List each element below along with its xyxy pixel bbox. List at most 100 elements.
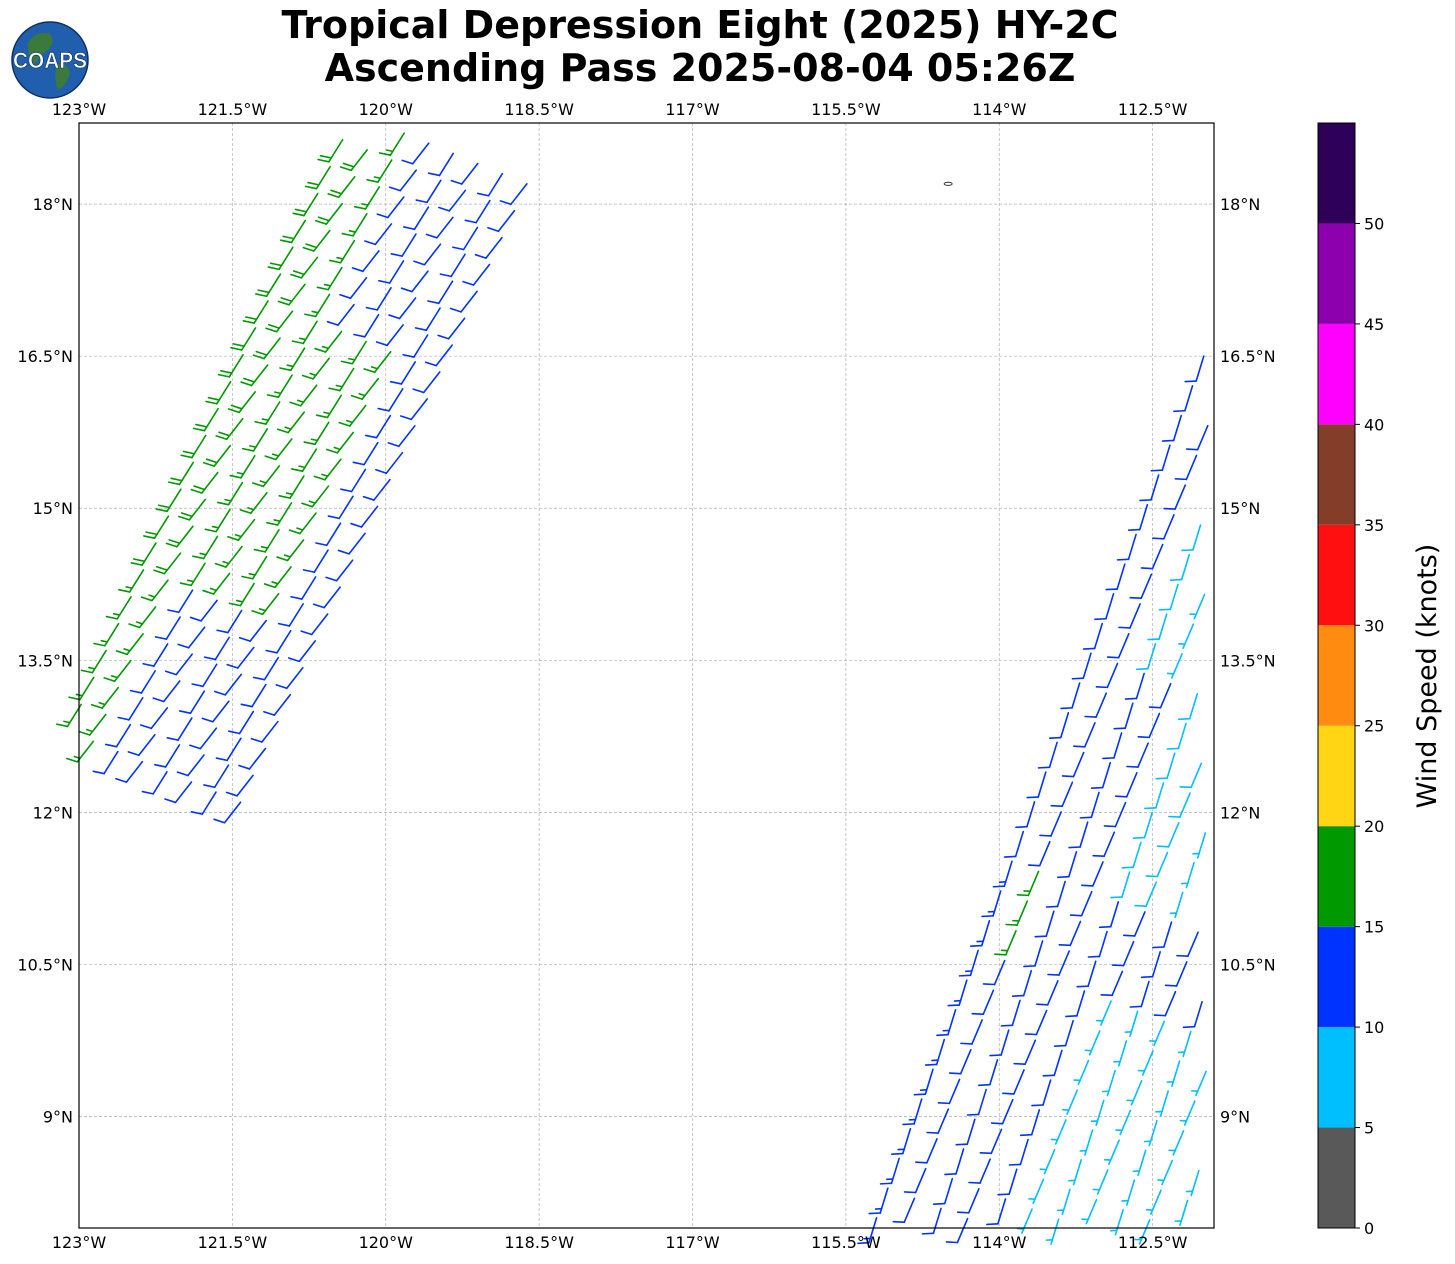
wind-barb	[1057, 851, 1078, 879]
colorbar-bin	[1318, 424, 1355, 525]
lon-label-bottom: 123°W	[52, 1233, 107, 1252]
wind-barb	[155, 488, 182, 513]
wind-barb	[1143, 1119, 1158, 1147]
wind-barb	[1039, 811, 1062, 837]
wind-barb	[340, 340, 367, 365]
wind-barb	[1103, 1139, 1120, 1165]
wind-barb	[1101, 1069, 1116, 1097]
wind-barb	[1053, 1019, 1074, 1047]
wind-barb	[1126, 1080, 1143, 1106]
lon-label-bottom: 115.5°W	[811, 1233, 881, 1252]
wind-barb	[1071, 652, 1092, 680]
longitude-labels: 123°W 123°W 121.5°W 121.5°W 120°W 120°W 118.5°…	[52, 100, 1188, 1252]
wind-barb	[117, 696, 144, 721]
wind-barb	[487, 209, 516, 233]
wind-barb	[1050, 781, 1074, 808]
wind-barb	[326, 431, 355, 454]
colorbar-tick-label: 45	[1364, 315, 1384, 334]
wind-barb	[1092, 831, 1116, 858]
wind-barb	[267, 246, 294, 271]
wind-barb	[403, 206, 430, 231]
wind-barb	[1094, 593, 1115, 621]
wind-barb	[992, 860, 1013, 888]
wind-barb	[277, 603, 304, 627]
wind-barb	[1163, 484, 1187, 510]
wind-barb	[341, 212, 368, 237]
wind-barb	[438, 189, 467, 212]
wind-barb	[1045, 880, 1066, 908]
wind-barb	[327, 175, 356, 199]
wind-barb	[362, 478, 391, 501]
wind-barb	[462, 263, 491, 286]
wind-barb	[388, 297, 417, 320]
wind-barb	[948, 1048, 972, 1075]
wind-barb	[241, 428, 269, 452]
wind-barb	[1166, 1060, 1181, 1087]
wind-barb	[141, 771, 168, 795]
wind-barb	[1060, 682, 1081, 710]
wind-barb	[327, 495, 354, 520]
wind-barb	[1050, 1119, 1067, 1145]
colorbar-bin	[1318, 123, 1355, 224]
wind-barb	[312, 586, 341, 609]
wind-barb	[944, 1148, 965, 1176]
wind-barb	[115, 633, 144, 656]
wind-barb	[1176, 931, 1199, 957]
wind-barb	[265, 310, 294, 333]
wind-barb	[277, 283, 306, 306]
wind-barb	[892, 1197, 916, 1224]
wind-barb	[153, 552, 182, 575]
wind-barb	[1103, 801, 1127, 828]
lat-label-right: 18°N	[1220, 195, 1260, 214]
wind-barb	[412, 371, 441, 394]
wind-barb	[227, 391, 256, 414]
wind-barb	[1015, 801, 1036, 829]
wind-barb	[366, 159, 393, 183]
island-outline	[943, 181, 953, 186]
wind-barb	[994, 930, 1017, 956]
wind-barb	[1166, 653, 1183, 679]
wind-barb	[1173, 385, 1194, 413]
wind-barb	[242, 300, 269, 324]
wind-barb	[130, 542, 157, 566]
wind-barb	[1027, 840, 1051, 867]
wind-barb	[339, 276, 368, 299]
wind-barb	[118, 569, 145, 593]
colorbar-tick-label: 35	[1364, 516, 1384, 535]
wind-barb	[203, 764, 230, 789]
lat-label-right: 16.5°N	[1220, 347, 1276, 366]
lat-label-right: 13.5°N	[1220, 651, 1276, 670]
wind-barb	[105, 596, 132, 620]
wind-barb	[415, 179, 442, 204]
wind-barb	[982, 959, 1006, 986]
wind-barb	[140, 579, 169, 602]
wind-barb	[304, 293, 331, 318]
wind-barb	[947, 979, 968, 1007]
wind-barb	[104, 723, 132, 748]
lat-label-left: 13.5°N	[17, 651, 73, 670]
wind-barb	[364, 414, 392, 439]
wind-barb	[227, 518, 256, 541]
wind-barb	[1145, 851, 1169, 878]
wind-barb	[915, 1138, 938, 1164]
wind-barb	[1139, 474, 1160, 502]
lon-label-bottom: 112.5°W	[1118, 1233, 1188, 1252]
wind-barb	[1048, 711, 1070, 739]
wind-barb	[1023, 940, 1044, 968]
wind-barb	[290, 448, 318, 473]
wind-barb	[937, 1078, 961, 1105]
wind-barb	[192, 535, 219, 560]
lat-label-left: 16.5°N	[17, 347, 73, 366]
wind-barb	[289, 384, 318, 407]
wind-barb	[1137, 712, 1161, 739]
wind-barb	[279, 347, 306, 372]
wind-barb	[1149, 1020, 1166, 1047]
wind-barb	[1113, 702, 1134, 730]
wind-barb	[1028, 1178, 1045, 1205]
wind-barb	[167, 461, 195, 486]
lon-label-top: 120°W	[359, 100, 414, 119]
wind-barb	[127, 733, 156, 757]
wind-barb	[879, 1157, 900, 1185]
colorbar-tick-label: 40	[1364, 415, 1384, 434]
wind-barb	[179, 562, 206, 587]
